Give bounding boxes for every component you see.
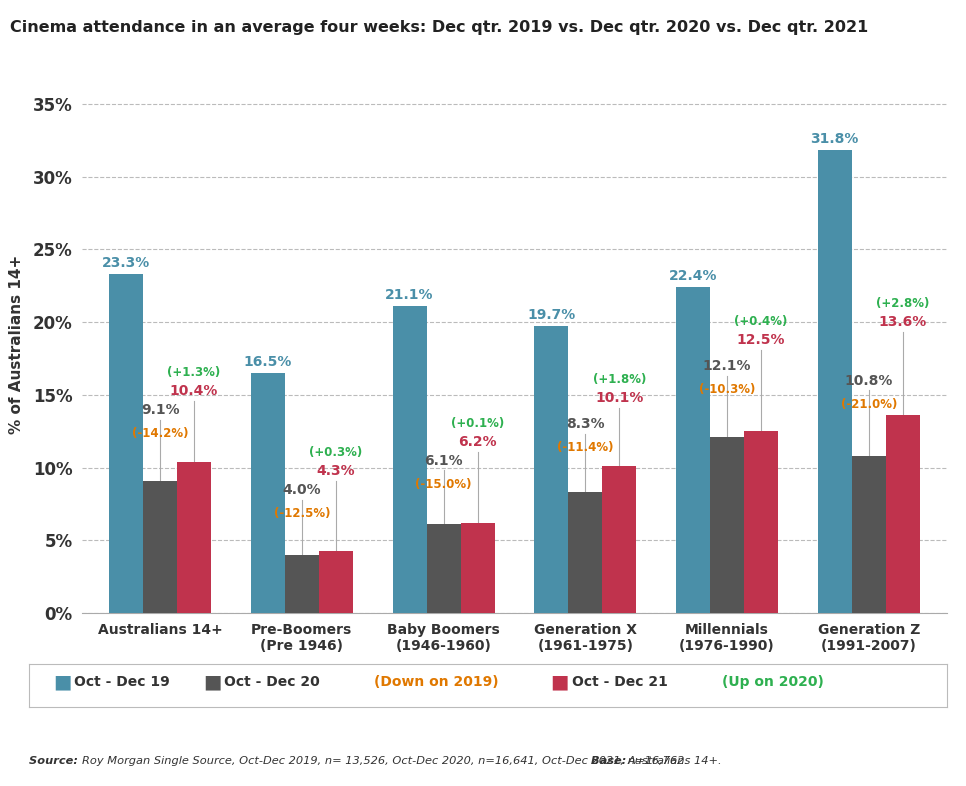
Bar xyxy=(676,287,710,613)
Text: ■: ■ xyxy=(203,673,221,692)
Text: Roy Morgan Single Source, Oct-Dec 2019, n= 13,526, Oct-Dec 2020, n=16,641, Oct-D: Roy Morgan Single Source, Oct-Dec 2019, … xyxy=(82,756,692,766)
Bar xyxy=(744,432,778,613)
Text: 10.4%: 10.4% xyxy=(170,384,218,398)
Text: 31.8%: 31.8% xyxy=(810,132,859,146)
Text: 10.1%: 10.1% xyxy=(595,391,643,405)
Text: (-15.0%): (-15.0%) xyxy=(415,478,471,490)
Bar xyxy=(568,492,602,613)
Text: (+0.1%): (+0.1%) xyxy=(451,417,504,430)
Text: Cinema attendance in an average four weeks: Dec qtr. 2019 vs. Dec qtr. 2020 vs. : Cinema attendance in an average four wee… xyxy=(10,20,867,35)
Text: (Down on 2019): (Down on 2019) xyxy=(374,675,498,689)
Bar xyxy=(427,524,461,613)
Y-axis label: % of Australians 14+: % of Australians 14+ xyxy=(10,254,24,434)
Bar xyxy=(852,456,886,613)
Text: Source:: Source: xyxy=(29,756,82,766)
Text: 13.6%: 13.6% xyxy=(879,315,926,329)
Bar xyxy=(319,550,353,613)
Bar xyxy=(177,461,212,613)
Bar xyxy=(710,437,744,613)
Bar xyxy=(285,555,319,613)
Bar xyxy=(109,274,143,613)
Text: 22.4%: 22.4% xyxy=(668,269,717,283)
Text: (+0.4%): (+0.4%) xyxy=(734,315,787,328)
Bar xyxy=(886,415,920,613)
Text: (-11.4%): (-11.4%) xyxy=(557,442,613,454)
Text: Base:: Base: xyxy=(591,756,631,766)
Text: Oct - Dec 20: Oct - Dec 20 xyxy=(224,675,320,689)
Text: Australians 14+.: Australians 14+. xyxy=(628,756,723,766)
Text: 6.2%: 6.2% xyxy=(458,435,497,449)
Text: (-21.0%): (-21.0%) xyxy=(840,398,896,411)
Text: Oct - Dec 21: Oct - Dec 21 xyxy=(572,675,668,689)
Text: (+2.8%): (+2.8%) xyxy=(876,297,929,310)
Text: (+1.8%): (+1.8%) xyxy=(592,373,646,386)
Text: (-12.5%): (-12.5%) xyxy=(273,507,330,520)
Bar xyxy=(817,150,852,613)
Text: 4.3%: 4.3% xyxy=(317,464,355,478)
Text: 6.1%: 6.1% xyxy=(424,454,463,468)
Text: 12.5%: 12.5% xyxy=(737,332,785,347)
Text: 8.3%: 8.3% xyxy=(566,417,605,432)
Text: 10.8%: 10.8% xyxy=(844,373,893,387)
Text: Oct - Dec 19: Oct - Dec 19 xyxy=(74,675,170,689)
Bar xyxy=(602,466,637,613)
Text: ■: ■ xyxy=(53,673,71,692)
Text: 12.1%: 12.1% xyxy=(702,359,752,373)
Bar xyxy=(143,481,177,613)
Text: 4.0%: 4.0% xyxy=(282,483,321,497)
Text: (-10.3%): (-10.3%) xyxy=(698,384,755,396)
Bar xyxy=(461,523,495,613)
Text: (-14.2%): (-14.2%) xyxy=(131,427,188,440)
Text: 9.1%: 9.1% xyxy=(141,402,180,417)
Text: ■: ■ xyxy=(551,673,569,692)
Bar xyxy=(392,306,427,613)
Text: 19.7%: 19.7% xyxy=(527,308,576,322)
Text: (+0.3%): (+0.3%) xyxy=(309,446,362,459)
Text: (+1.3%): (+1.3%) xyxy=(167,365,220,379)
Text: 23.3%: 23.3% xyxy=(102,255,150,270)
Bar xyxy=(251,373,285,613)
Bar xyxy=(534,326,568,613)
Text: 21.1%: 21.1% xyxy=(385,288,434,302)
Text: 16.5%: 16.5% xyxy=(243,354,292,369)
Text: (Up on 2020): (Up on 2020) xyxy=(722,675,823,689)
